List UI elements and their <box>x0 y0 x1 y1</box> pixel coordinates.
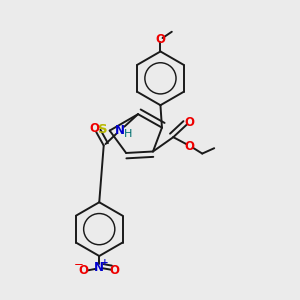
Text: −: − <box>74 259 83 272</box>
Text: +: + <box>100 258 108 267</box>
Text: O: O <box>110 264 120 277</box>
Text: H: H <box>123 129 132 139</box>
Text: S: S <box>98 124 108 136</box>
Text: N: N <box>94 261 104 274</box>
Text: O: O <box>185 140 195 153</box>
Text: N: N <box>115 124 125 137</box>
Text: O: O <box>155 33 166 46</box>
Text: O: O <box>90 122 100 135</box>
Text: O: O <box>184 116 194 129</box>
Text: O: O <box>79 264 89 277</box>
